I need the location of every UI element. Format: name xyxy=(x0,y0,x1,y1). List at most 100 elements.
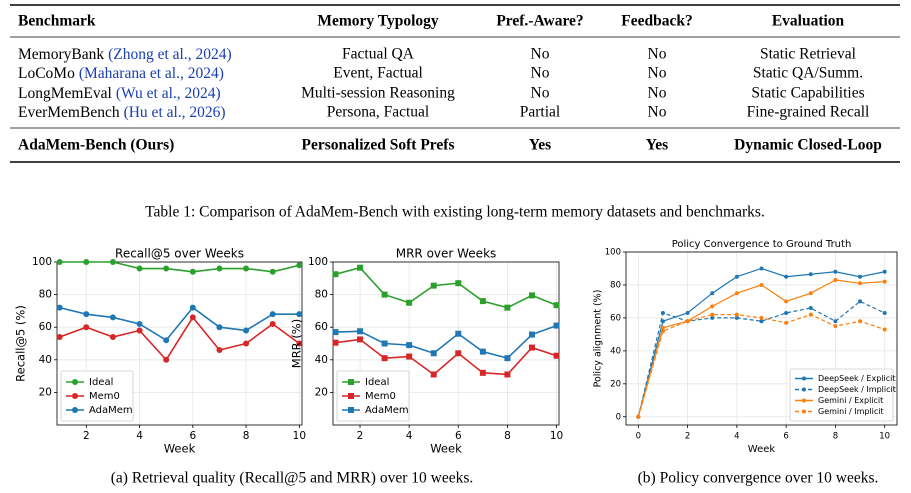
table-cell: Yes xyxy=(646,137,668,154)
series-line xyxy=(335,324,557,360)
benchmark-name: LoCoMo xyxy=(18,65,75,82)
x-tick-label: 0 xyxy=(636,432,641,442)
table-header: Evaluation xyxy=(772,13,845,30)
table-cell: Partial xyxy=(520,104,560,121)
x-tick-label: 2 xyxy=(357,430,364,442)
table-cell: Static Capabilities xyxy=(751,85,864,102)
point xyxy=(660,325,665,330)
y-axis-label: Policy alignment (%) xyxy=(593,290,604,388)
chart-title: Recall@5 over Weeks xyxy=(115,247,244,261)
chart-title: MRR over Weeks xyxy=(396,247,497,261)
legend-marker xyxy=(348,393,354,399)
point xyxy=(381,340,388,347)
point xyxy=(734,312,739,317)
point xyxy=(479,298,486,305)
point xyxy=(734,274,739,279)
point xyxy=(189,314,196,321)
legend-marker xyxy=(802,409,806,414)
table-cell: Yes xyxy=(529,137,551,154)
y-axis-label: Recall@5 (%) xyxy=(14,305,28,382)
legend-marker xyxy=(72,407,78,413)
figure-caption: (b) Policy convergence over 10 weeks. xyxy=(638,470,879,487)
point xyxy=(504,304,511,311)
point xyxy=(784,299,789,304)
y-tick-label: 60 xyxy=(39,321,52,333)
point xyxy=(430,282,437,289)
legend-label: Mem0 xyxy=(89,391,120,402)
benchmark-cell: MemoryBank (Zhong et al., 2024) xyxy=(18,46,232,63)
point xyxy=(269,268,276,275)
legend-label: DeepSeek / Explicit xyxy=(818,374,896,383)
point xyxy=(808,306,813,311)
point xyxy=(136,265,143,272)
legend-label: Ideal xyxy=(89,377,113,388)
point xyxy=(455,330,462,337)
point xyxy=(710,315,715,320)
x-tick-label: 10 xyxy=(879,432,890,442)
table-cell: No xyxy=(648,104,667,121)
point xyxy=(109,314,116,321)
point xyxy=(163,337,170,344)
table-cell: No xyxy=(531,46,550,63)
table-cell: Persona, Factual xyxy=(327,104,429,121)
point xyxy=(56,304,63,311)
y-tick-label: 100 xyxy=(32,256,52,268)
point xyxy=(332,339,339,346)
point xyxy=(455,280,462,287)
point xyxy=(710,291,715,296)
x-axis-label: Week xyxy=(164,442,196,456)
legend-label: Ideal xyxy=(365,377,389,388)
point xyxy=(784,320,789,325)
citation: (Wu et al., 2024) xyxy=(116,85,221,102)
point xyxy=(136,327,143,334)
benchmark-cell: LongMemEval (Wu et al., 2024) xyxy=(18,85,221,102)
point xyxy=(189,268,196,275)
point xyxy=(243,340,250,347)
point xyxy=(833,278,838,283)
x-tick-label: 4 xyxy=(406,430,413,442)
point xyxy=(357,328,364,335)
point xyxy=(243,265,250,272)
point xyxy=(882,269,887,274)
point xyxy=(216,324,223,331)
table-cell: Static QA/Summ. xyxy=(753,65,863,82)
point xyxy=(553,302,560,309)
figure-caption: (a) Retrieval quality (Recall@5 and MRR)… xyxy=(111,470,474,487)
point xyxy=(83,324,90,331)
point xyxy=(660,310,665,315)
legend-box xyxy=(789,368,894,422)
point xyxy=(858,281,863,286)
citation: (Maharana et al., 2024) xyxy=(79,65,224,82)
point xyxy=(833,269,838,274)
point xyxy=(189,304,196,311)
table-caption: Table 1: Comparison of AdaMem-Bench with… xyxy=(145,204,765,221)
legend-label: DeepSeek / Implicit xyxy=(818,385,896,394)
table-header: Pref.-Aware? xyxy=(496,13,583,30)
table-cell: Fine-grained Recall xyxy=(747,104,870,121)
point xyxy=(858,319,863,324)
point xyxy=(269,320,276,327)
point xyxy=(784,310,789,315)
point xyxy=(504,371,511,378)
x-tick-label: 8 xyxy=(833,432,838,442)
point xyxy=(406,353,413,360)
y-tick-label: 60 xyxy=(315,321,328,333)
point xyxy=(858,299,863,304)
series-line xyxy=(59,261,300,273)
point xyxy=(784,274,789,279)
point xyxy=(710,304,715,309)
x-axis-label: Week xyxy=(430,442,462,456)
y-tick-label: 20 xyxy=(315,386,328,398)
legend-label: Gemini / Explicit xyxy=(818,396,883,405)
legend-marker xyxy=(72,379,78,385)
series-line xyxy=(335,338,557,376)
point xyxy=(136,320,143,327)
point xyxy=(685,310,690,315)
benchmark-cell: AdaMem-Bench (Ours) xyxy=(18,137,174,154)
point xyxy=(710,312,715,317)
plot-frame xyxy=(625,251,898,426)
point xyxy=(882,310,887,315)
table-header: Benchmark xyxy=(18,13,96,30)
y-tick-label: 20 xyxy=(39,386,52,398)
point xyxy=(833,319,838,324)
